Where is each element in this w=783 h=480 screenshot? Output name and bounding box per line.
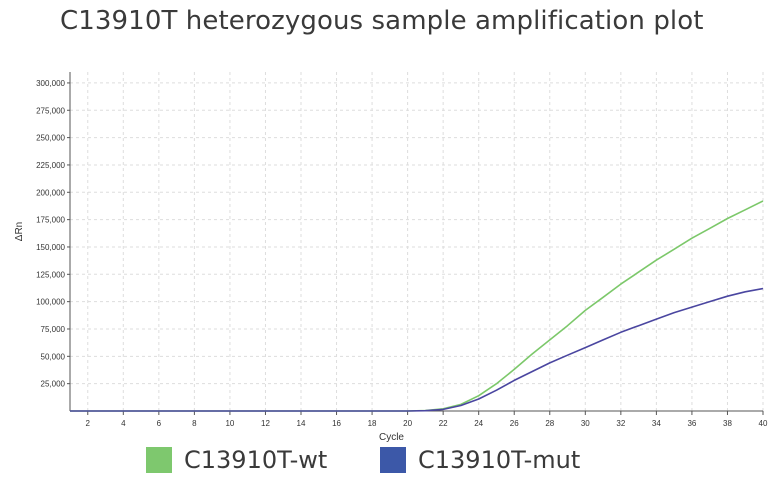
x-tick-label: 36 <box>687 419 696 428</box>
y-tick-label: 225,000 <box>36 161 65 170</box>
x-tick-label: 22 <box>439 419 448 428</box>
y-tick-label: 275,000 <box>36 106 65 115</box>
y-tick-label: 50,000 <box>41 352 66 361</box>
x-tick-label: 16 <box>332 419 341 428</box>
y-tick-label: 100,000 <box>36 298 65 307</box>
x-tick-label: 8 <box>192 419 197 428</box>
x-tick-label: 34 <box>652 419 661 428</box>
y-tick-label: 200,000 <box>36 188 65 197</box>
x-tick-label: 20 <box>403 419 412 428</box>
y-tick-label: 175,000 <box>36 216 65 225</box>
x-tick-label: 24 <box>474 419 483 428</box>
y-tick-label: 150,000 <box>36 243 65 252</box>
x-tick-label: 6 <box>157 419 162 428</box>
legend-item-mut: C13910T-mut <box>380 446 580 474</box>
x-tick-label: 30 <box>581 419 590 428</box>
x-tick-label: 38 <box>723 419 732 428</box>
x-tick-label: 4 <box>121 419 126 428</box>
legend-swatch-wt <box>146 447 172 473</box>
legend-label-wt: C13910T-wt <box>184 446 328 474</box>
legend-item-wt: C13910T-wt <box>146 446 327 474</box>
plot-area <box>70 72 763 411</box>
y-tick-label: 125,000 <box>36 270 65 279</box>
chart-title: C13910T heterozygous sample amplificatio… <box>60 6 704 36</box>
legend-swatch-mut <box>380 447 406 473</box>
series-line-mut <box>70 287 764 412</box>
legend-label-mut: C13910T-mut <box>418 446 581 474</box>
x-tick-label: 14 <box>297 419 306 428</box>
y-tick-label: 75,000 <box>41 325 66 334</box>
y-tick-label: 25,000 <box>41 380 66 389</box>
x-tick-label: 40 <box>759 419 768 428</box>
x-tick-label: 28 <box>545 419 554 428</box>
x-tick-label: 32 <box>616 419 625 428</box>
legend: C13910T-wt C13910T-mut <box>0 446 783 480</box>
x-tick-label: 12 <box>261 419 270 428</box>
x-tick-label: 10 <box>225 419 234 428</box>
x-tick-label: 2 <box>86 419 91 428</box>
x-tick-label: 26 <box>510 419 519 428</box>
y-axis-label: ΔRn <box>14 222 25 241</box>
y-tick-label: 300,000 <box>36 79 65 88</box>
x-axis-label: Cycle <box>379 432 404 443</box>
y-tick-label: 250,000 <box>36 134 65 143</box>
x-tick-label: 18 <box>368 419 377 428</box>
amplification-plot: 2 4 6 8 10 12 14 16 18 20 22 24 26 28 30 32 34 36 38 4025,0… <box>14 72 768 443</box>
